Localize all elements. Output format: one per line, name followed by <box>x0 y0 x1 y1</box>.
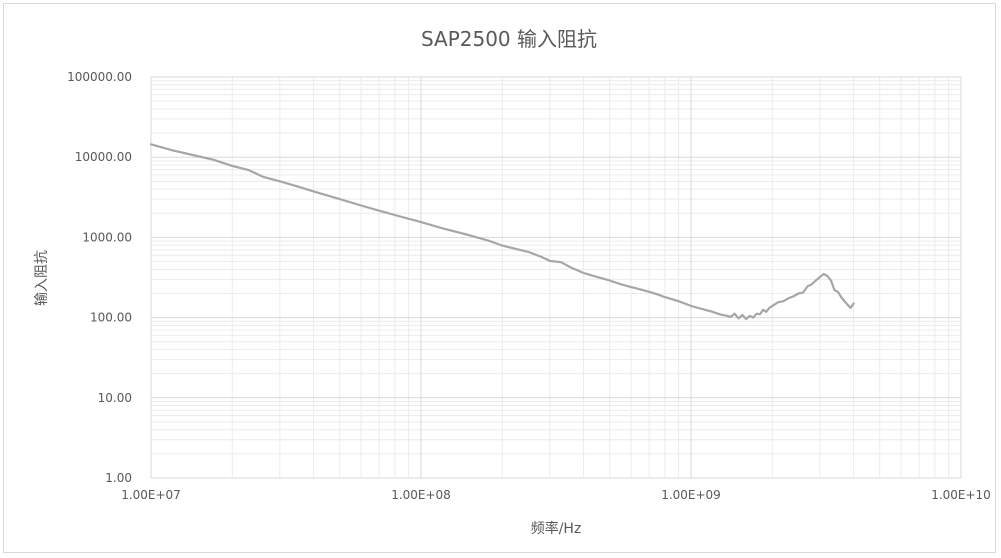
minor-gridlines <box>151 77 961 478</box>
series-line <box>149 143 855 321</box>
x-tick-label: 1.00E+07 <box>121 488 181 502</box>
chart-title: SAP2500 输入阻抗 <box>421 27 597 51</box>
tick-labels: 1.00E+07 1.00E+08 1.00E+09 1.00E+10 1.00 10.0… <box>67 70 991 502</box>
y-tick-label: 10.00 <box>98 391 132 405</box>
y-tick-label: 10000.00 <box>75 150 132 164</box>
x-tick-label: 1.00E+10 <box>931 488 991 502</box>
series-layer <box>149 143 855 321</box>
y-tick-label: 1000.00 <box>82 230 132 244</box>
major-gridlines <box>150 76 962 479</box>
y-tick-label: 1.00 <box>105 471 132 485</box>
x-axis-label: 频率/Hz <box>531 520 582 537</box>
x-tick-label: 1.00E+08 <box>391 488 451 502</box>
x-tick-label: 1.00E+09 <box>661 488 721 502</box>
y-tick-label: 100000.00 <box>67 70 132 84</box>
y-axis-label: 输入阻抗 <box>34 250 50 306</box>
y-tick-label: 100.00 <box>90 311 132 325</box>
